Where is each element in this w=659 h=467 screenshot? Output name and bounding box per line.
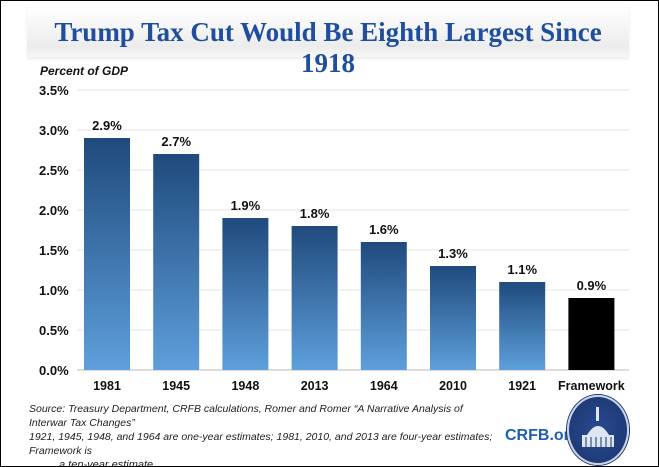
bar-1964 [360, 242, 407, 370]
y-tick-label: 1.5% [39, 243, 69, 258]
x-tick-label: 2013 [301, 379, 329, 393]
x-tick-label: 2010 [439, 379, 467, 393]
bar-chart: 0.0% 0.5% 1.0% 1.5% 2.0% 2.5% 3.0% 3.5% 2.9% 1981… [39, 83, 629, 393]
y-tick-label: 3.0% [39, 123, 69, 138]
x-tick-label: 1921 [508, 379, 536, 393]
y-tick-label: 0.0% [39, 363, 69, 378]
y-tick-label: 0.5% [39, 323, 69, 338]
data-label: 1.9% [231, 198, 261, 213]
data-label: 2.9% [92, 118, 122, 133]
y-tick-label: 2.5% [39, 163, 69, 178]
chart-title: Trump Tax Cut Would Be Eighth Largest Si… [54, 17, 602, 78]
x-tick-label: 1964 [370, 379, 398, 393]
bar-1948 [222, 218, 269, 370]
data-label: 0.9% [577, 278, 607, 293]
bar-2010 [430, 266, 476, 370]
source-note: Source: Treasury Department, CRFB calcul… [29, 402, 503, 467]
x-tick-label: Framework [558, 379, 625, 393]
source-line: Source: Treasury Department, CRFB calcul… [29, 403, 463, 429]
data-label: 2.7% [161, 134, 191, 149]
y-tick-label: 1.0% [39, 283, 69, 298]
y-tick-label: 3.5% [39, 83, 69, 98]
capitol-logo-icon [567, 395, 629, 465]
bar-1921 [499, 282, 546, 370]
data-label: 1.6% [369, 222, 399, 237]
crfb-link[interactable]: CRFB.org [505, 427, 580, 444]
data-label: 1.8% [300, 206, 330, 221]
x-tick-label: 1981 [93, 379, 121, 393]
bar-Framework [568, 298, 615, 370]
bar-1945 [153, 154, 200, 370]
data-label: 1.1% [507, 262, 537, 277]
bar-1981 [84, 138, 130, 370]
x-tick-label: 1945 [162, 379, 190, 393]
y-axis-label: Percent of GDP [40, 64, 129, 78]
x-tick-label: 1948 [231, 379, 259, 393]
y-tick-label: 2.0% [39, 203, 69, 218]
source-line: 1921, 1945, 1948, and 1964 are one-year … [29, 431, 493, 457]
bar-2013 [291, 226, 338, 370]
source-line: a ten-year estimate. [59, 459, 157, 467]
data-label: 1.3% [438, 246, 468, 261]
title-banner: Trump Tax Cut Would Be Eighth Largest Si… [27, 7, 629, 78]
